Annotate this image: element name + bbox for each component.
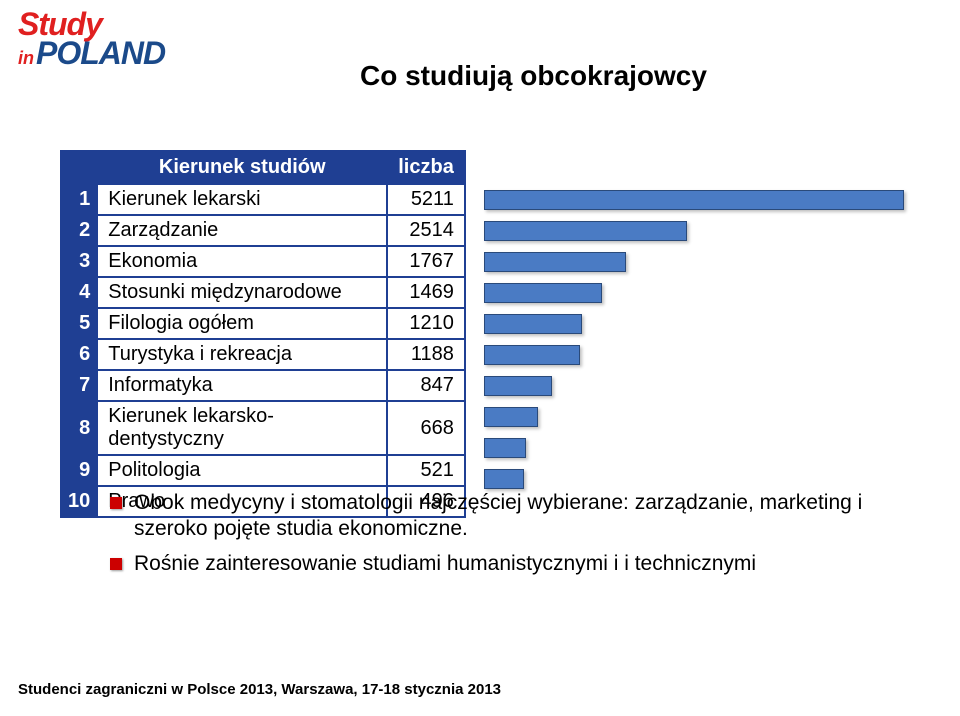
header-kierunek: Kierunek studiów [97, 151, 387, 184]
bar [484, 190, 904, 210]
bar [484, 407, 538, 427]
row-value: 521 [387, 455, 465, 486]
row-value: 5211 [387, 184, 465, 215]
bar-row [484, 277, 910, 308]
bar [484, 438, 526, 458]
row-index: 5 [61, 308, 97, 339]
row-name: Ekonomia [97, 246, 387, 277]
bar-row [484, 339, 910, 370]
row-index: 4 [61, 277, 97, 308]
header-blank [61, 151, 97, 184]
bar-row [484, 184, 910, 215]
row-value: 1188 [387, 339, 465, 370]
row-name: Zarządzanie [97, 215, 387, 246]
table-row: 5Filologia ogółem1210 [61, 308, 465, 339]
list-item: Obok medycyny i stomatologii najczęściej… [110, 490, 890, 543]
bar-chart [484, 150, 910, 494]
row-value: 2514 [387, 215, 465, 246]
bar-row [484, 308, 910, 339]
header-liczba: liczba [387, 151, 465, 184]
row-index: 3 [61, 246, 97, 277]
row-name: Stosunki międzynarodowe [97, 277, 387, 308]
logo: Study inPOLAND [18, 10, 165, 68]
row-name: Politologia [97, 455, 387, 486]
table-row: 8Kierunek lekarsko-dentystyczny668 [61, 401, 465, 455]
row-index: 10 [61, 486, 97, 517]
bar-row [484, 401, 910, 432]
content-area: Kierunek studiów liczba 1Kierunek lekars… [60, 150, 910, 518]
table-row: 1Kierunek lekarski5211 [61, 184, 465, 215]
row-index: 9 [61, 455, 97, 486]
bar-row [484, 370, 910, 401]
row-value: 668 [387, 401, 465, 455]
table-row: 9Politologia521 [61, 455, 465, 486]
row-value: 1469 [387, 277, 465, 308]
table-row: 2Zarządzanie2514 [61, 215, 465, 246]
bar [484, 469, 524, 489]
row-value: 1210 [387, 308, 465, 339]
row-name: Turystyka i rekreacja [97, 339, 387, 370]
row-name: Filologia ogółem [97, 308, 387, 339]
bar [484, 252, 626, 272]
table-row: 3Ekonomia1767 [61, 246, 465, 277]
bar [484, 221, 687, 241]
logo-poland: POLAND [36, 35, 165, 71]
bullet-list: Obok medycyny i stomatologii najczęściej… [110, 490, 890, 585]
row-name: Kierunek lekarski [97, 184, 387, 215]
table-row: 4Stosunki międzynarodowe1469 [61, 277, 465, 308]
table-row: 7Informatyka847 [61, 370, 465, 401]
row-index: 2 [61, 215, 97, 246]
bar [484, 283, 602, 303]
row-index: 1 [61, 184, 97, 215]
page-title: Co studiują obcokrajowcy [360, 60, 707, 92]
table-row: 6Turystyka i rekreacja1188 [61, 339, 465, 370]
bar-row [484, 246, 910, 277]
logo-in: in [18, 48, 34, 68]
ranking-table: Kierunek studiów liczba 1Kierunek lekars… [60, 150, 466, 518]
bar [484, 376, 552, 396]
row-index: 8 [61, 401, 97, 455]
bar [484, 345, 580, 365]
bar [484, 314, 582, 334]
bar-row [484, 432, 910, 463]
list-item: Rośnie zainteresowanie studiami humanist… [110, 551, 890, 577]
row-name: Kierunek lekarsko-dentystyczny [97, 401, 387, 455]
row-value: 847 [387, 370, 465, 401]
bar-row [484, 215, 910, 246]
row-value: 1767 [387, 246, 465, 277]
row-index: 6 [61, 339, 97, 370]
ranking-table-wrap: Kierunek studiów liczba 1Kierunek lekars… [60, 150, 466, 518]
row-index: 7 [61, 370, 97, 401]
row-name: Informatyka [97, 370, 387, 401]
footer-text: Studenci zagraniczni w Polsce 2013, Wars… [18, 681, 501, 698]
